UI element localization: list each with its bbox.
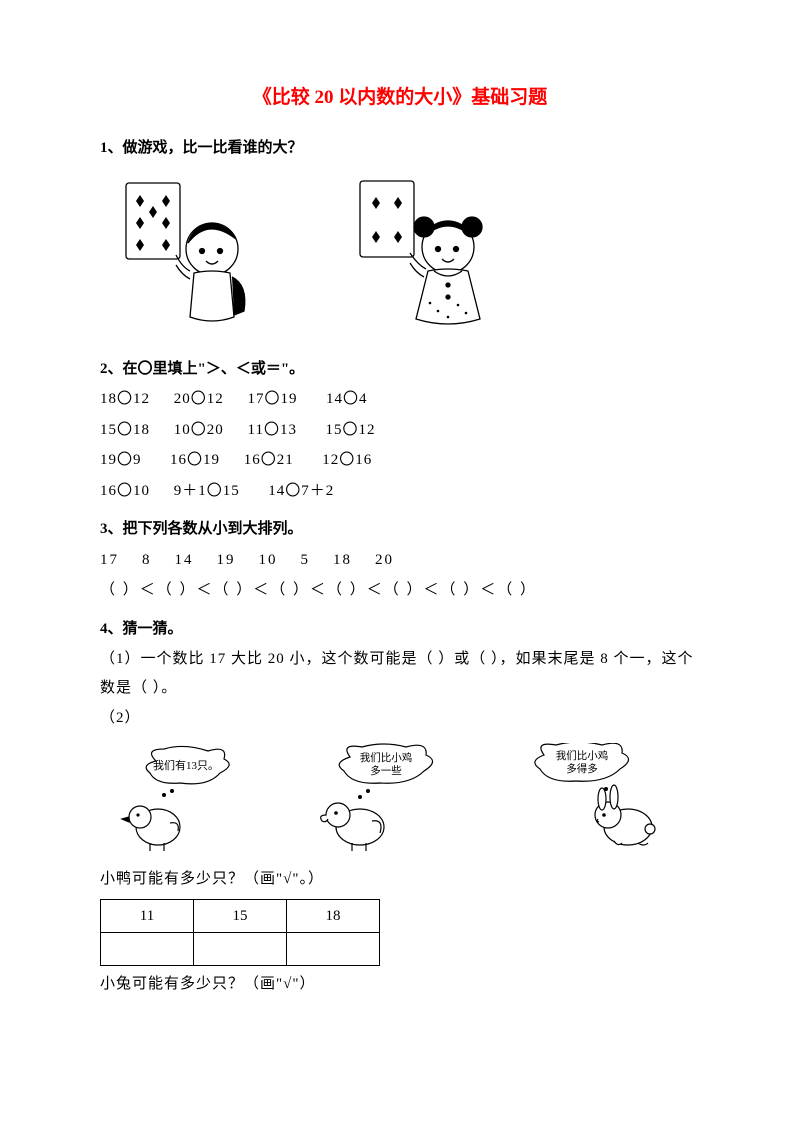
- q4-duck-q: 小鸭可能有多少只？（画"√"。）: [100, 865, 700, 894]
- q4-table: 11 15 18: [100, 899, 380, 966]
- svg-text:我们有13只。: 我们有13只。: [153, 758, 219, 772]
- q3-head: 3、把下列各数从小到大排列。: [100, 515, 700, 544]
- q4-p2-label: （2）: [100, 704, 700, 733]
- q2-row: 15〇18 10〇20 11〇13 15〇12: [100, 416, 700, 445]
- svg-text:多一些: 多一些: [370, 764, 402, 777]
- table-cell: 15: [194, 900, 287, 933]
- q2-head: 2、在〇里填上"＞、＜或＝"。: [100, 355, 700, 384]
- q3-slots: （ ）＜（ ）＜（ ）＜（ ）＜（ ）＜（ ）＜（ ）＜（ ）: [100, 576, 700, 605]
- girl-card-illustration: [330, 177, 510, 337]
- q2-row: 19〇9 16〇19 16〇21 12〇16: [100, 446, 700, 475]
- q2-row: 16〇10 9＋1〇15 14〇7＋2: [100, 477, 700, 506]
- page-title: 《比较 20 以内数的大小》基础习题: [100, 80, 700, 116]
- chick-illustration: 我们有13只。: [120, 743, 270, 853]
- rabbit-illustration: 我们比小鸡 多得多: [510, 743, 670, 853]
- table-cell: [101, 933, 194, 966]
- q3-numbers: 17 8 14 19 10 5 18 20: [100, 546, 700, 575]
- table-cell: [194, 933, 287, 966]
- q2-row: 18〇12 20〇12 17〇19 14〇4: [100, 385, 700, 414]
- svg-text:我们比小鸡: 我们比小鸡: [360, 751, 413, 764]
- q1-figure: [110, 177, 700, 337]
- duck-illustration: 我们比小鸡 多一些: [310, 743, 470, 853]
- svg-text:多得多: 多得多: [566, 762, 598, 775]
- table-cell: 18: [287, 900, 380, 933]
- q4-head: 4、猜一猜。: [100, 615, 700, 644]
- q4-animals: 我们有13只。 我们比小鸡 多一些: [120, 743, 700, 853]
- q4-rabbit-q: 小兔可能有多少只？（画"√"）: [100, 970, 700, 999]
- table-cell: 11: [101, 900, 194, 933]
- q4-p1: （1）一个数比 17 大比 20 小，这个数可能是（ ）或（ ），如果末尾是 8…: [100, 645, 700, 702]
- q1-head: 1、做游戏，比一比看谁的大？: [100, 134, 700, 163]
- svg-text:我们比小鸡: 我们比小鸡: [556, 749, 609, 762]
- boy-card-illustration: [110, 177, 270, 337]
- q2-rows: 18〇12 20〇12 17〇19 14〇4 15〇18 10〇20 11〇13…: [100, 385, 700, 505]
- table-cell: [287, 933, 380, 966]
